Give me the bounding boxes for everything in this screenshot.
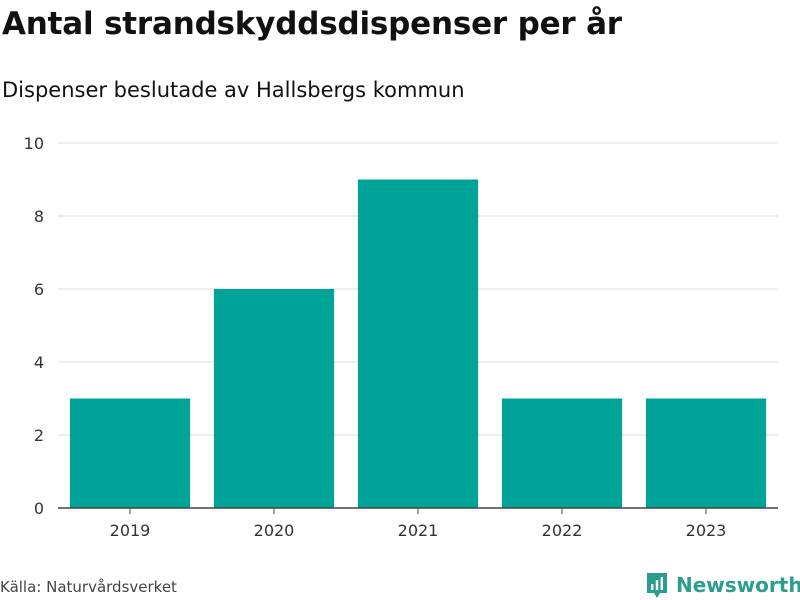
- bar-2019: [69, 398, 191, 508]
- chart-title: Antal strandskyddsdispenser per år: [2, 6, 622, 42]
- y-tick-label: 0: [34, 499, 44, 518]
- x-tick-label: 2023: [686, 521, 727, 540]
- y-tick-label: 10: [24, 134, 44, 153]
- bar-chart-icon: [647, 573, 667, 598]
- x-tick-label: 2019: [110, 521, 151, 540]
- bar-2023: [645, 398, 767, 508]
- y-tick-label: 6: [34, 280, 44, 299]
- bar-2021: [357, 179, 479, 508]
- x-tick-label: 2020: [254, 521, 295, 540]
- brand-logo: Newsworthy: [645, 570, 800, 600]
- y-tick-label: 4: [34, 353, 44, 372]
- x-tick-label: 2022: [542, 521, 583, 540]
- bar-2020: [213, 289, 335, 508]
- y-tick-label: 2: [34, 426, 44, 445]
- source-note: Källa: Naturvårdsverket: [0, 578, 177, 596]
- chart-subtitle: Dispenser beslutade av Hallsbergs kommun: [2, 78, 465, 102]
- x-tick-label: 2021: [398, 521, 439, 540]
- y-tick-label: 8: [34, 207, 44, 226]
- bar-2022: [501, 398, 623, 508]
- brand-name: Newsworthy: [676, 573, 800, 597]
